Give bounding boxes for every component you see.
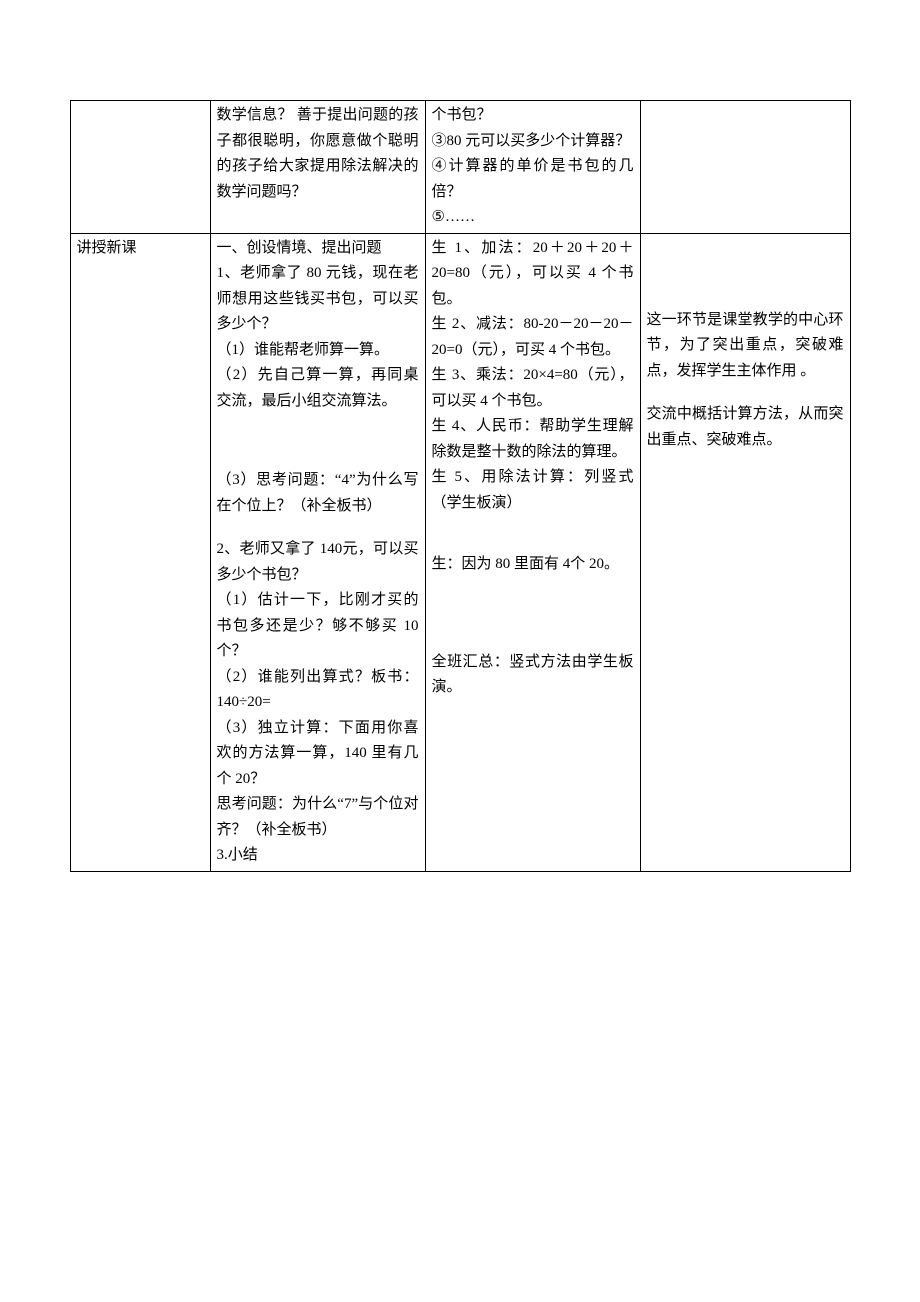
text-block: 2、老师又拿了 140元，可以买多少个书包？（1）估计一下，比刚才买的书包多还是… xyxy=(217,537,419,869)
cell-student-2: 生 1、加法：20＋20＋20＋20=80（元），可以买 4 个书包。生 2、减… xyxy=(425,233,640,871)
cell-stage-2: 讲授新课 xyxy=(70,233,210,871)
text-block: 一、创设情境、提出问题1、老师拿了 80 元钱，现在老师想用这些钱买书包，可以买… xyxy=(217,236,419,415)
cell-student-1: 个书包？③80 元可以买多少个计算器？④计算器的单价是书包的几倍？⑤…… xyxy=(425,101,640,234)
cell-teacher-1: 数学信息？ 善于提出问题的孩子都很聪明，你愿意做个聪明的孩子给大家提用除法解决的… xyxy=(210,101,425,234)
text: 数学信息？ 善于提出问题的孩子都很聪明，你愿意做个聪明的孩子给大家提用除法解决的… xyxy=(217,107,419,200)
table-row: 讲授新课 一、创设情境、提出问题1、老师拿了 80 元钱，现在老师想用这些钱买书… xyxy=(70,233,850,871)
cell-stage-1 xyxy=(70,101,210,234)
text-block: 全班汇总：竖式方法由学生板演。 xyxy=(432,650,634,701)
cell-intent-2: 这一环节是课堂教学的中心环节，为了突出重点，突破难点，发挥学生主体作用 。 交流… xyxy=(640,233,850,871)
text-block: 生 1、加法：20＋20＋20＋20=80（元），可以买 4 个书包。生 2、减… xyxy=(432,236,634,517)
text: 个书包？③80 元可以买多少个计算器？④计算器的单价是书包的几倍？⑤…… xyxy=(432,107,634,225)
cell-teacher-2: 一、创设情境、提出问题1、老师拿了 80 元钱，现在老师想用这些钱买书包，可以买… xyxy=(210,233,425,871)
text-block: 交流中概括计算方法，从而突出重点、突破难点。 xyxy=(647,402,844,453)
text-block: 这一环节是课堂教学的中心环节，为了突出重点，突破难点，发挥学生主体作用 。 xyxy=(647,308,844,385)
lesson-plan-table: 数学信息？ 善于提出问题的孩子都很聪明，你愿意做个聪明的孩子给大家提用除法解决的… xyxy=(70,100,851,872)
text-block: 生：因为 80 里面有 4个 20。 xyxy=(432,552,634,578)
cell-intent-1 xyxy=(640,101,850,234)
table-row: 数学信息？ 善于提出问题的孩子都很聪明，你愿意做个聪明的孩子给大家提用除法解决的… xyxy=(70,101,850,234)
text-block: （3）思考问题：“4”为什么写在个位上？（补全板书） xyxy=(217,468,419,519)
